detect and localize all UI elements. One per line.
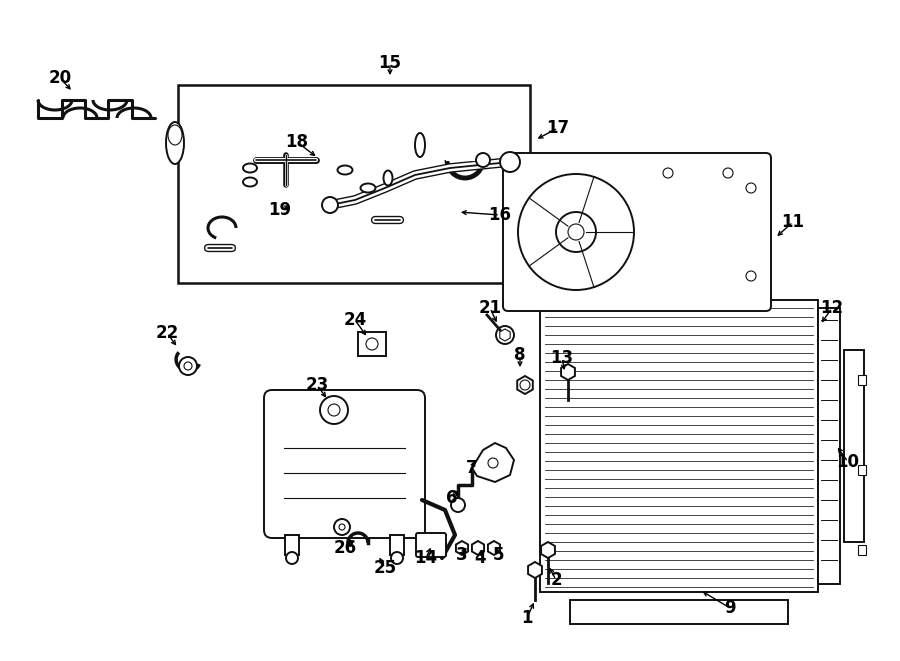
Bar <box>570 600 788 624</box>
Circle shape <box>723 168 733 178</box>
Text: 8: 8 <box>514 346 526 364</box>
Circle shape <box>334 519 350 535</box>
Bar <box>540 300 818 592</box>
Text: 14: 14 <box>414 549 437 567</box>
Bar <box>858 545 866 555</box>
Ellipse shape <box>168 125 182 145</box>
Circle shape <box>339 524 345 530</box>
Text: 4: 4 <box>474 549 486 567</box>
Ellipse shape <box>166 122 184 164</box>
Ellipse shape <box>361 184 375 192</box>
Circle shape <box>500 152 520 172</box>
Text: 21: 21 <box>479 299 501 317</box>
Text: 25: 25 <box>374 559 397 577</box>
Text: 23: 23 <box>305 376 328 394</box>
Text: 17: 17 <box>546 119 570 137</box>
Circle shape <box>556 212 596 252</box>
Text: 20: 20 <box>49 69 72 87</box>
Circle shape <box>366 338 378 350</box>
Text: 24: 24 <box>344 311 366 329</box>
Bar <box>818 308 840 584</box>
Circle shape <box>451 498 465 512</box>
Text: 2: 2 <box>550 571 562 589</box>
Circle shape <box>518 174 634 290</box>
Circle shape <box>488 458 498 468</box>
Circle shape <box>496 326 514 344</box>
Text: 11: 11 <box>781 213 805 231</box>
Text: 26: 26 <box>333 539 356 557</box>
Bar <box>844 350 864 542</box>
Bar <box>178 85 530 283</box>
Text: 6: 6 <box>446 489 458 507</box>
Text: 13: 13 <box>551 349 573 367</box>
Ellipse shape <box>338 165 353 175</box>
Ellipse shape <box>383 171 392 186</box>
Circle shape <box>179 357 197 375</box>
Text: 1: 1 <box>521 609 533 627</box>
Bar <box>285 535 299 555</box>
Ellipse shape <box>243 178 257 186</box>
Text: 12: 12 <box>821 299 843 317</box>
Text: 7: 7 <box>466 459 478 477</box>
Bar <box>858 375 866 385</box>
Text: 22: 22 <box>156 324 178 342</box>
Circle shape <box>320 396 348 424</box>
FancyBboxPatch shape <box>264 390 425 538</box>
Circle shape <box>286 552 298 564</box>
Text: 18: 18 <box>285 133 309 151</box>
Circle shape <box>520 380 530 390</box>
Text: 15: 15 <box>379 54 401 72</box>
Ellipse shape <box>243 163 257 173</box>
Text: 9: 9 <box>724 599 736 617</box>
Text: 3: 3 <box>456 546 468 564</box>
Circle shape <box>184 362 192 370</box>
Circle shape <box>391 552 403 564</box>
Circle shape <box>476 153 490 167</box>
Bar <box>358 332 386 356</box>
Text: 10: 10 <box>836 453 860 471</box>
Bar <box>858 465 866 475</box>
Polygon shape <box>472 443 514 482</box>
Ellipse shape <box>415 133 425 157</box>
Circle shape <box>568 224 584 240</box>
Circle shape <box>328 404 340 416</box>
Circle shape <box>663 168 673 178</box>
Bar <box>390 535 404 555</box>
Circle shape <box>322 197 338 213</box>
Text: 5: 5 <box>492 546 504 564</box>
FancyBboxPatch shape <box>416 533 446 557</box>
Text: 16: 16 <box>489 206 511 224</box>
Circle shape <box>746 183 756 193</box>
Text: 19: 19 <box>268 201 292 219</box>
FancyBboxPatch shape <box>503 153 771 311</box>
Circle shape <box>746 271 756 281</box>
